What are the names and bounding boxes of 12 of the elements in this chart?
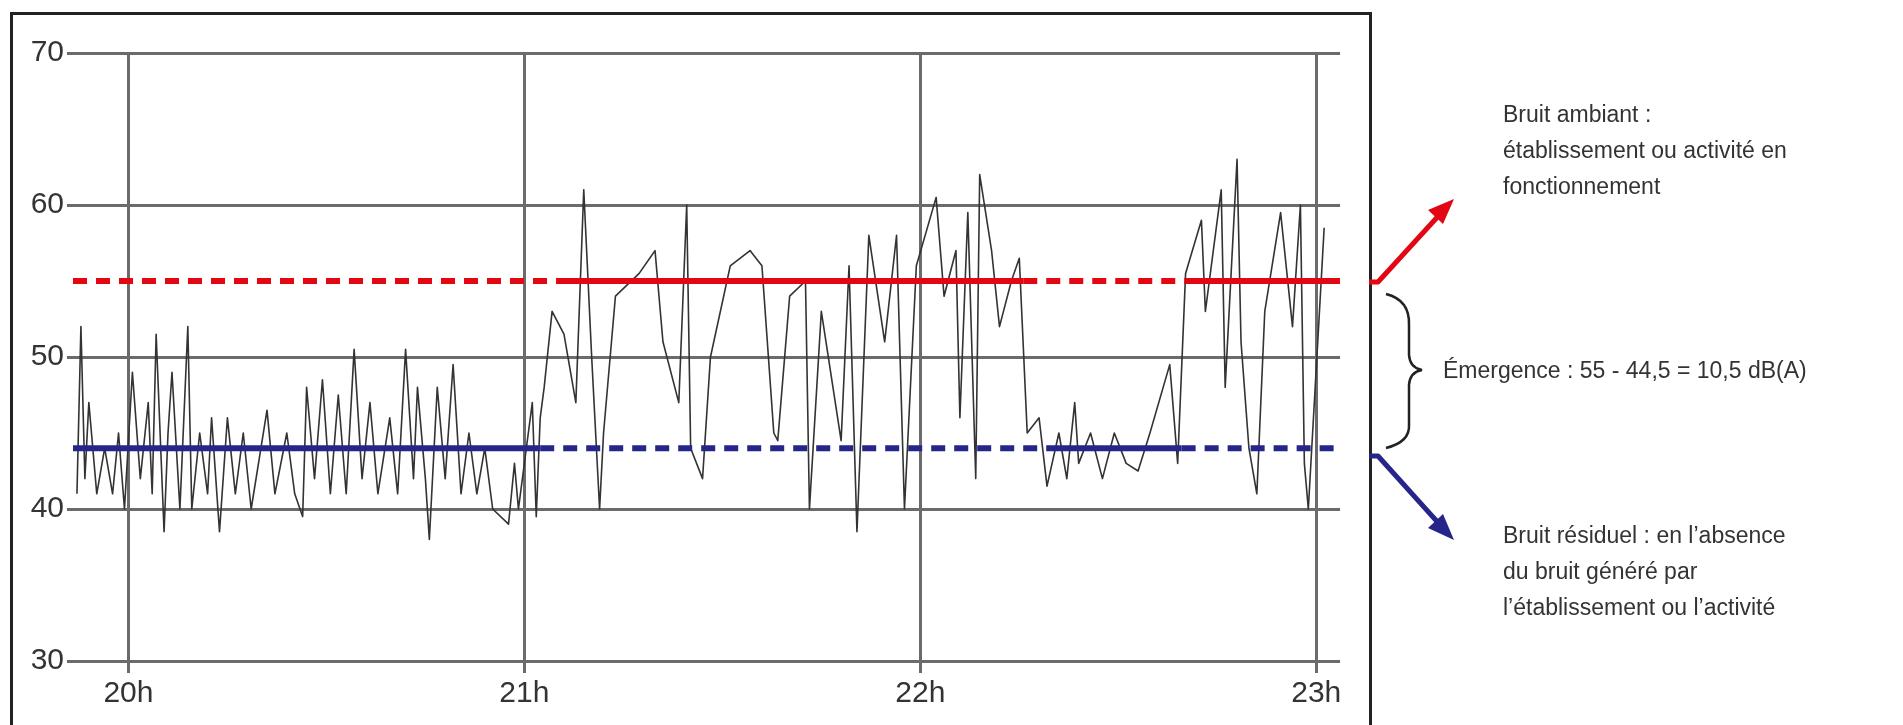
- y-tick-label: 40: [30, 490, 64, 524]
- y-tick-label: 70: [30, 34, 64, 68]
- x-tick-label: 20h: [103, 675, 154, 709]
- x-tick-label: 21h: [499, 675, 550, 709]
- text: Émergence : 55 - 44,5 = 10,5 dB(A): [1443, 356, 1807, 385]
- x-tick-label: 22h: [895, 675, 946, 709]
- text: Bruit ambiant : établissement ou activité en fonctionnement: [1503, 100, 1787, 201]
- y-tick-label: 60: [30, 186, 64, 220]
- y-tick-label: 30: [30, 642, 64, 676]
- x-tick-label: 23h: [1291, 675, 1342, 709]
- text: Bruit résiduel : en l’absence du bruit généré par l’établissement ou l’activité: [1503, 521, 1786, 622]
- y-tick-label: 50: [30, 338, 64, 372]
